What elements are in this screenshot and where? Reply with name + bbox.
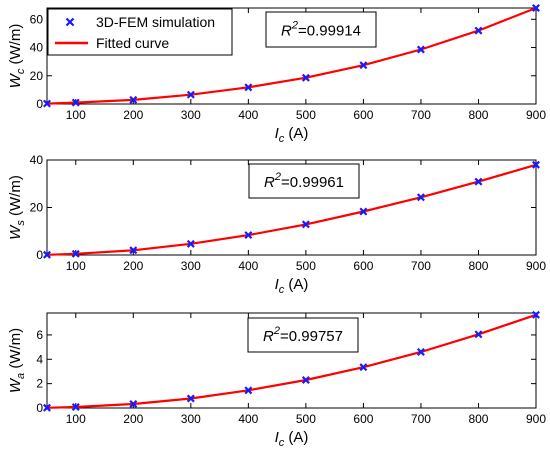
y-tick-label: 20 — [30, 69, 44, 83]
series-fitted-curve — [46, 6, 537, 105]
axes-box — [46, 7, 537, 105]
y-tick-label: 6 — [36, 328, 43, 342]
panel-3: 100 200 300 400 500 600 700 800 900 0 2 4 6 Ic (A) Wa … — [7, 310, 546, 449]
annotation-text: R2=0.99961 — [264, 171, 344, 191]
r-squared-annotation: R2=0.99914 — [265, 11, 377, 48]
panel-1: 100 200 300 400 500 600 700 800 900 0 20 40 60 Ic (A)… — [7, 4, 546, 145]
x-tick-label: 800 — [468, 412, 488, 426]
y-axis-label: Ws (W/m) — [7, 175, 27, 240]
x-tick-label: 500 — [296, 108, 316, 122]
data-point — [416, 347, 425, 356]
axes-box — [46, 312, 537, 409]
data-point — [416, 193, 425, 202]
data-point — [359, 207, 368, 216]
annotation-box — [247, 317, 359, 353]
legend-marker-icon — [65, 17, 75, 27]
x-tick-label: 600 — [353, 259, 373, 273]
legend-label-fitted: Fitted curve — [96, 35, 169, 51]
x-tick-label: 700 — [411, 108, 431, 122]
x-tick-label: 900 — [526, 108, 546, 122]
data-point — [359, 363, 368, 372]
x-axis-label: Ic (A) — [275, 429, 309, 449]
data-point — [186, 90, 195, 99]
data-point — [532, 4, 540, 12]
panel-2: 100 200 300 400 500 600 700 800 900 0 20 40 Ic (A) Ws… — [7, 153, 546, 296]
data-point — [532, 310, 540, 319]
series-fitted-curve — [46, 163, 537, 256]
x-tick-label: 100 — [66, 412, 86, 426]
data-point — [43, 403, 51, 412]
x-tick-label: 900 — [526, 259, 546, 273]
r-squared-annotation: R2=0.99961 — [248, 163, 360, 199]
data-point — [301, 376, 310, 384]
r-squared-annotation: R2=0.99757 — [247, 317, 359, 353]
series-fitted-curve — [46, 313, 537, 409]
data-point — [474, 177, 483, 186]
data-point — [244, 386, 253, 395]
data-point — [71, 98, 80, 107]
x-tick-label: 100 — [66, 259, 86, 273]
x-tick-label: 300 — [181, 259, 201, 273]
x-axis-label: Ic (A) — [275, 276, 309, 296]
x-tick-label: 700 — [411, 412, 431, 426]
x-tick-label: 400 — [238, 108, 258, 122]
data-point — [244, 83, 253, 92]
y-tick-label: 0 — [36, 97, 43, 111]
data-point — [129, 95, 138, 104]
y-tick-label: 4 — [36, 352, 43, 366]
x-tick-label: 600 — [353, 108, 373, 122]
x-tick-label: 200 — [123, 108, 143, 122]
x-tick-label: 200 — [123, 259, 143, 273]
data-point — [474, 26, 483, 35]
data-point — [474, 330, 483, 339]
x-tick-label: 200 — [123, 412, 143, 426]
data-point — [43, 250, 51, 259]
annotation-box — [265, 11, 377, 48]
x-axis-label: Ic (A) — [275, 125, 309, 145]
annotation-text: R2=0.99914 — [281, 20, 361, 40]
y-tick-label: 20 — [30, 201, 44, 215]
y-axis-label: Wc (W/m) — [7, 24, 27, 89]
data-point — [416, 45, 425, 54]
x-tick-label: 600 — [353, 412, 373, 426]
legend: 3D-FEM simulation Fitted curve — [47, 8, 233, 56]
data-point — [129, 246, 138, 255]
annotation-box — [248, 163, 360, 199]
y-tick-label: 40 — [30, 153, 44, 167]
y-tick-label: 60 — [30, 12, 44, 26]
x-tick-label: 400 — [238, 412, 258, 426]
x-tick-label: 700 — [411, 259, 431, 273]
y-axis-label: Wa (W/m) — [7, 328, 27, 393]
data-point — [71, 249, 80, 258]
x-tick-label: 300 — [181, 108, 201, 122]
data-point — [532, 160, 540, 169]
x-tick-label: 800 — [468, 108, 488, 122]
data-point — [186, 394, 195, 403]
data-point — [43, 99, 51, 108]
legend-box — [47, 8, 233, 56]
y-tick-label: 2 — [36, 377, 43, 391]
legend-label-simulation: 3D-FEM simulation — [96, 14, 215, 30]
y-tick-label: 0 — [36, 248, 43, 262]
data-point — [186, 239, 195, 248]
x-tick-label: 900 — [526, 412, 546, 426]
x-tick-label: 500 — [296, 259, 316, 273]
data-point — [129, 400, 138, 408]
x-tick-label: 300 — [181, 412, 201, 426]
x-tick-label: 500 — [296, 412, 316, 426]
data-point — [301, 73, 310, 82]
data-point — [359, 61, 368, 70]
x-tick-label: 800 — [468, 259, 488, 273]
data-point — [244, 231, 253, 240]
x-tick-label: 100 — [66, 108, 86, 122]
y-tick-label: 40 — [30, 41, 44, 55]
x-tick-label: 400 — [238, 259, 258, 273]
annotation-text: R2=0.99757 — [263, 325, 343, 345]
data-point — [71, 403, 80, 412]
y-tick-label: 0 — [36, 401, 43, 415]
data-point — [301, 220, 310, 229]
